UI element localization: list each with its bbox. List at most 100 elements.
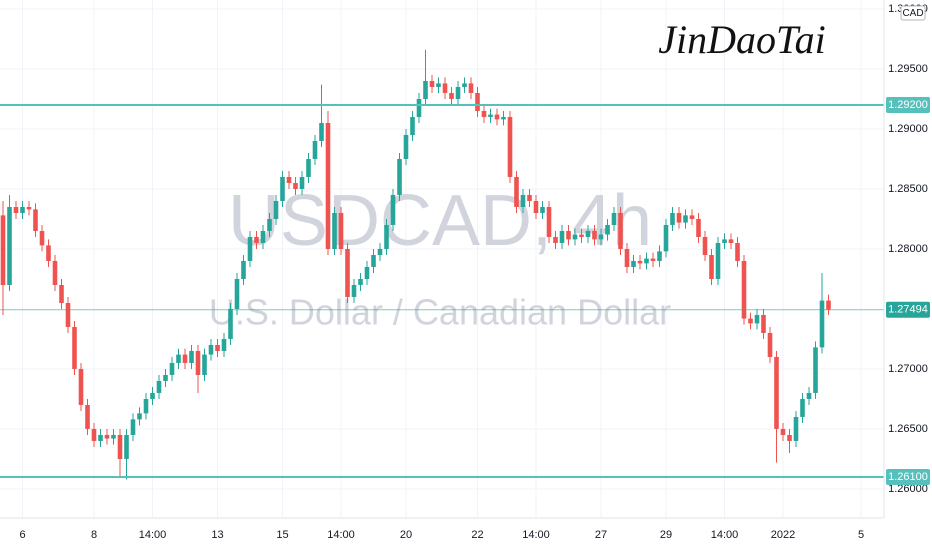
candle-body bbox=[787, 434, 792, 441]
y-tick-label: 1.28000 bbox=[888, 243, 928, 255]
x-tick-label: 5 bbox=[858, 529, 864, 541]
candle-body bbox=[254, 236, 259, 243]
last-price-label: 1.27494 bbox=[888, 304, 928, 316]
candle-body bbox=[358, 278, 363, 285]
x-tick-label: 2022 bbox=[771, 529, 795, 541]
candle-body bbox=[351, 284, 357, 297]
watermark-subtitle: U.S. Dollar / Canadian Dollar bbox=[209, 292, 671, 333]
candle-body bbox=[748, 318, 753, 324]
candle-body bbox=[195, 350, 201, 375]
candle-body bbox=[800, 398, 805, 417]
candle-body bbox=[91, 428, 97, 441]
candle-body bbox=[540, 206, 545, 213]
candle-body bbox=[52, 260, 58, 285]
candle-body bbox=[644, 258, 649, 264]
candle-body bbox=[332, 212, 337, 249]
candle-body bbox=[813, 347, 818, 393]
candle-body bbox=[189, 350, 194, 363]
x-tick-label: 6 bbox=[19, 529, 25, 541]
candle-body bbox=[72, 326, 77, 369]
y-tick-label: 1.26500 bbox=[888, 423, 928, 435]
candle-body bbox=[111, 434, 116, 439]
candle-body bbox=[806, 392, 812, 399]
level-label-box bbox=[886, 96, 930, 113]
candle-body bbox=[247, 236, 253, 261]
candle-body bbox=[566, 230, 571, 240]
currency-badge bbox=[900, 5, 926, 21]
candle-body bbox=[761, 314, 766, 333]
candle-body bbox=[501, 116, 506, 120]
candle-body bbox=[65, 302, 71, 327]
candle-body bbox=[124, 434, 129, 459]
candle-body bbox=[702, 236, 708, 255]
candle-body bbox=[527, 194, 532, 201]
candle-body bbox=[657, 251, 662, 261]
candles bbox=[0, 49, 884, 480]
candle-body bbox=[774, 356, 779, 429]
candle-body bbox=[683, 215, 688, 223]
x-tick-label: 27 bbox=[595, 529, 607, 541]
candle-body bbox=[26, 206, 32, 210]
candle-body bbox=[826, 300, 831, 310]
candle-body bbox=[169, 362, 175, 375]
candle-body bbox=[637, 260, 643, 264]
candle-body bbox=[221, 338, 227, 351]
level-label: 1.26100 bbox=[888, 471, 928, 483]
candle-body bbox=[793, 416, 799, 441]
level-label: 1.29200 bbox=[888, 99, 928, 111]
candle-body bbox=[741, 260, 747, 319]
candle-body bbox=[449, 92, 454, 99]
candle-body bbox=[98, 434, 103, 441]
candle-body bbox=[286, 176, 292, 183]
candle-body bbox=[735, 242, 740, 261]
candle-body bbox=[176, 354, 181, 363]
candle-body bbox=[150, 392, 155, 399]
candle-body bbox=[156, 380, 162, 393]
candle-body bbox=[533, 200, 539, 213]
candle-body bbox=[228, 308, 233, 339]
candle-body bbox=[462, 83, 467, 87]
candle-body bbox=[215, 344, 220, 351]
candle-body bbox=[618, 212, 623, 249]
candle-body bbox=[715, 242, 721, 279]
candle-body bbox=[475, 92, 480, 111]
candle-body bbox=[182, 354, 188, 363]
candle-body bbox=[312, 140, 318, 159]
candle-body bbox=[85, 404, 90, 429]
candle-body bbox=[585, 230, 591, 237]
candle-body bbox=[403, 134, 409, 159]
candle-body bbox=[592, 230, 597, 240]
candle-body bbox=[416, 98, 422, 117]
candle-body bbox=[689, 215, 695, 219]
candle-body bbox=[241, 260, 246, 279]
candle-body bbox=[117, 434, 123, 459]
candle-body bbox=[208, 344, 214, 355]
candle-body bbox=[767, 332, 773, 357]
candle-body bbox=[306, 158, 311, 177]
candle-body bbox=[104, 434, 110, 439]
grid bbox=[0, 0, 884, 518]
candle-body bbox=[410, 116, 415, 135]
candle-body bbox=[553, 236, 558, 243]
candle-body bbox=[260, 230, 266, 243]
candle-body bbox=[579, 234, 584, 237]
candle-body bbox=[624, 248, 630, 267]
candle-body bbox=[650, 258, 656, 261]
candle-body bbox=[390, 194, 396, 225]
x-tick-label: 14:00 bbox=[711, 529, 739, 541]
candle-body bbox=[397, 158, 402, 195]
candle-body bbox=[364, 266, 370, 279]
candle-body bbox=[267, 218, 272, 231]
candle-body bbox=[33, 209, 38, 231]
x-tick-label: 14:00 bbox=[522, 529, 550, 541]
candle-body bbox=[371, 254, 376, 267]
candle-body bbox=[676, 212, 682, 223]
candle-body bbox=[78, 368, 84, 405]
candle-body bbox=[611, 212, 617, 225]
x-tick-label: 8 bbox=[91, 529, 97, 541]
candle-body bbox=[819, 300, 825, 348]
currency-label: CAD bbox=[902, 8, 923, 19]
candle-body bbox=[46, 245, 51, 261]
